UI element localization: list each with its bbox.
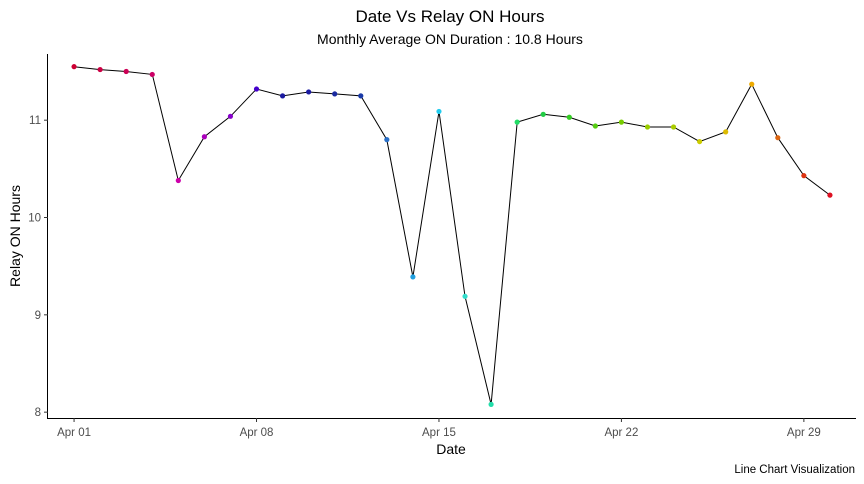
data-point: [332, 91, 338, 97]
x-tick-label: Apr 01: [57, 427, 91, 439]
data-point: [644, 124, 651, 130]
data-point: [97, 66, 103, 73]
data-point: [462, 293, 468, 299]
x-tick-label: Apr 08: [240, 427, 274, 439]
data-point: [358, 93, 364, 99]
data-point: [279, 93, 286, 99]
data-point: [618, 119, 625, 125]
data-point: [697, 138, 703, 145]
chart-title: Date Vs Relay ON Hours: [356, 7, 545, 26]
data-point: [227, 113, 234, 119]
y-axis-ticks: 8 9 10 11: [28, 115, 48, 419]
data-point: [384, 137, 390, 143]
x-axis-title: Date: [436, 441, 466, 457]
plot-area: 8 9 10 11 Apr 01 Apr 08 Apr 15 Apr 22 Apr 29: [28, 54, 856, 439]
data-point: [488, 401, 494, 407]
data-point: [436, 108, 442, 115]
y-tick-label: 11: [29, 115, 41, 127]
x-tick-label: Apr 15: [422, 427, 456, 439]
chart-caption: Line Chart Visualization: [734, 464, 855, 476]
data-point: [253, 86, 260, 92]
data-point: [775, 135, 781, 141]
x-tick-label: Apr 29: [787, 427, 821, 439]
y-tick-label: 8: [35, 407, 41, 419]
data-point: [306, 89, 312, 95]
data-point: [540, 111, 546, 117]
data-point: [723, 129, 729, 135]
data-point: [201, 134, 207, 140]
series-line: [74, 66, 831, 405]
data-point: [410, 274, 416, 280]
data-point: [175, 177, 181, 184]
y-tick-label: 9: [35, 310, 41, 322]
y-axis-title: Relay ON Hours: [7, 185, 23, 287]
data-point: [592, 123, 598, 129]
series-points: [71, 64, 833, 407]
data-point: [749, 81, 755, 87]
data-point: [71, 64, 77, 70]
y-tick-label: 10: [28, 213, 41, 225]
chart-subtitle: Monthly Average ON Duration : 10.8 Hours: [317, 31, 583, 47]
x-axis-ticks: Apr 01 Apr 08 Apr 15 Apr 22 Apr 29: [57, 418, 821, 439]
data-point: [123, 68, 129, 75]
data-point: [566, 114, 572, 120]
data-point: [827, 192, 833, 198]
x-tick-label: Apr 22: [604, 427, 638, 439]
data-point: [670, 124, 677, 130]
data-point: [801, 173, 807, 179]
data-point: [514, 119, 520, 125]
data-point: [149, 71, 155, 78]
